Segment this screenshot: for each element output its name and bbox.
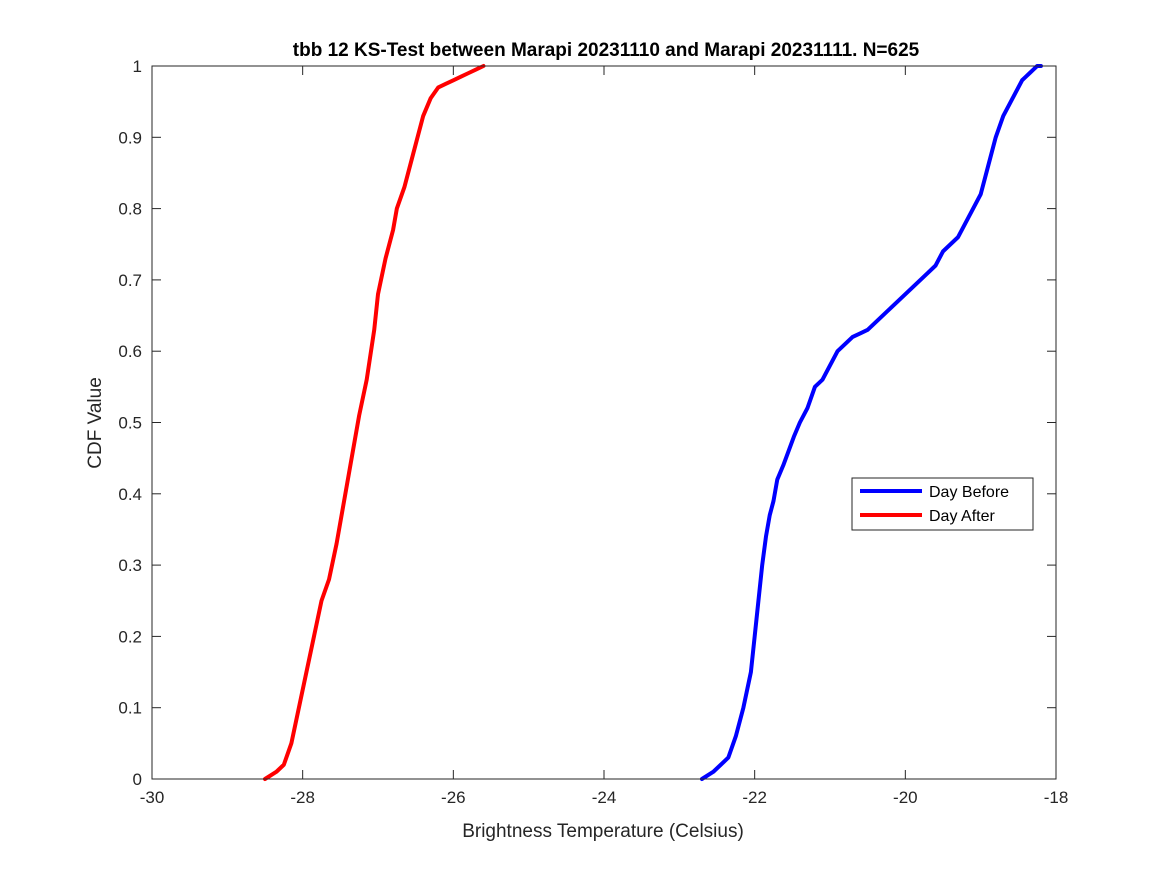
x-tick-label: -28 [290, 788, 315, 807]
y-tick-label: 0.5 [118, 414, 142, 433]
axes-layer: -30 -28 -26 -24 -22 -20 -18 0 0.1 0.2 0.3 0.4 0.5 0.6… [118, 57, 1068, 807]
series-layer [263, 64, 1043, 781]
legend-label-0: Day Before [929, 484, 1009, 501]
y-tick-label: 0.3 [118, 556, 142, 575]
y-tick-label: 0.1 [118, 699, 142, 718]
y-tick-label: 0.6 [118, 342, 142, 361]
y-tick-label: 1 [133, 57, 142, 76]
y-tick-label: 0 [133, 770, 142, 789]
legend-box [851, 477, 1034, 531]
chart-title: tbb 12 KS-Test between Marapi 20231110 a… [293, 40, 920, 61]
y-axis-label: CDF Value [85, 377, 106, 469]
series-line-0 [699, 64, 1043, 781]
legend-label-1: Day After [929, 508, 995, 525]
y-tick-label: 0.8 [118, 200, 142, 219]
y-tick-label: 0.2 [118, 627, 142, 646]
x-tick-label: -20 [893, 788, 918, 807]
legend: Day Before Day After [851, 477, 1034, 531]
series-line-1 [263, 64, 486, 781]
x-tick-label: -24 [592, 788, 617, 807]
plot-area [152, 66, 1056, 779]
x-tick-label: -18 [1044, 788, 1069, 807]
x-axis-label: Brightness Temperature (Celsius) [462, 821, 744, 842]
y-tick-label: 0.7 [118, 271, 142, 290]
y-tick-label: 0.4 [118, 485, 142, 504]
plot-background [152, 66, 1056, 779]
y-tick-label: 0.9 [118, 128, 142, 147]
x-tick-label: -26 [441, 788, 466, 807]
x-tick-label: -22 [742, 788, 767, 807]
x-tick-label: -30 [140, 788, 165, 807]
